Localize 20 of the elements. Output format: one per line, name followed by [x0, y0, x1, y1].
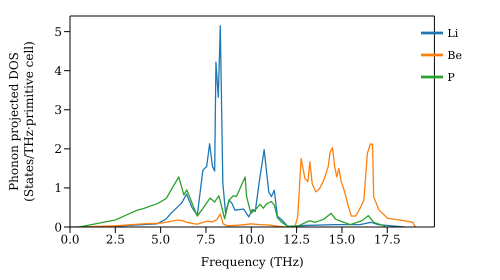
x-tick-label: 10.0 — [238, 232, 265, 247]
y-tick-label: 4 — [54, 64, 62, 78]
y-tick-label: 1 — [54, 181, 62, 196]
y-axis-title: Phonon projected DOS (States/THz·primitive cell) — [7, 41, 36, 202]
line-series — [78, 176, 386, 227]
x-tick-label: 0.0 — [60, 232, 80, 247]
legend-label: P — [447, 70, 455, 84]
x-tick-label: 5.0 — [151, 232, 170, 247]
x-tick-label: 7.5 — [196, 232, 216, 247]
y-tick-label: 0 — [54, 220, 62, 234]
x-tick-label: 2.5 — [106, 232, 125, 247]
x-tick-label: 12.5 — [283, 232, 310, 247]
x-tick-label: 15.0 — [328, 232, 356, 247]
legend-label: Be — [447, 48, 462, 62]
x-tick-label: 17.5 — [374, 232, 401, 247]
y-tick-label: 5 — [54, 24, 62, 39]
x-axis-title: Frequency (THz) — [200, 255, 304, 269]
legend-label: Li — [447, 26, 458, 40]
y-tick-label: 2 — [54, 142, 62, 156]
y-tick-label: 3 — [54, 103, 62, 118]
